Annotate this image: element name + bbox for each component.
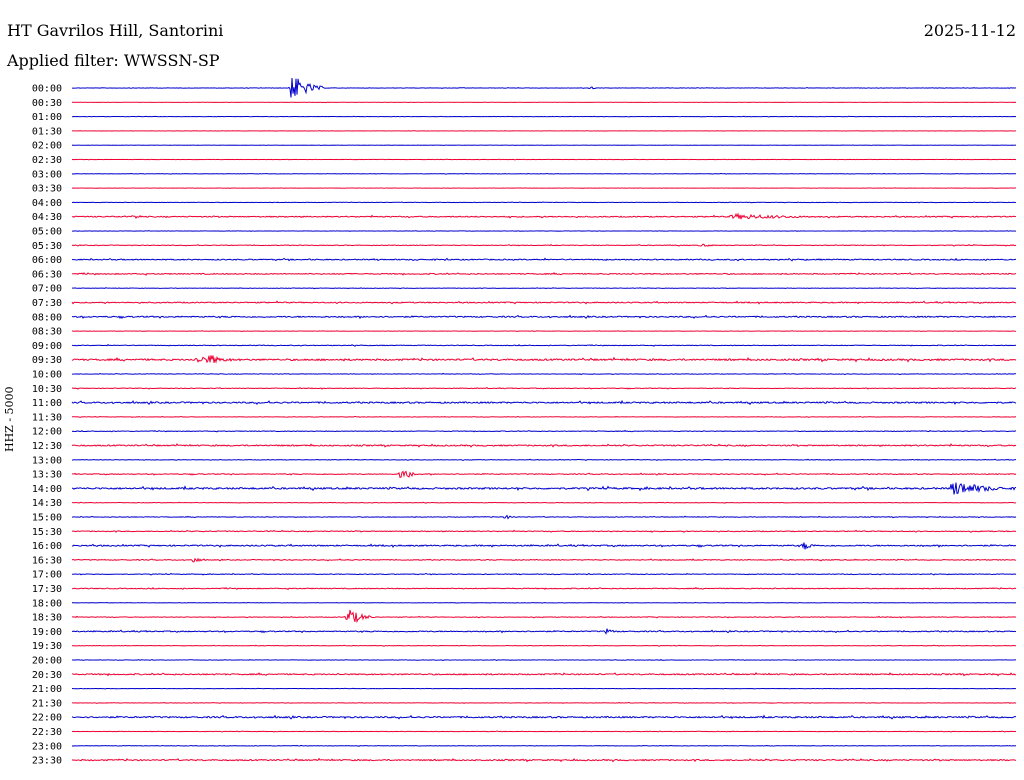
trace-line [71,399,1017,406]
trace-line [71,644,1017,647]
trace-line [71,115,1017,118]
trace-line [71,201,1017,204]
time-label: 01:00 [32,112,62,123]
trace-line [71,470,1017,479]
time-label: 03:00 [32,169,62,180]
trace-line [71,701,1017,704]
trace-line [71,714,1017,720]
trace-line [71,744,1017,747]
filter-label: Applied filter: WWSSN-SP [7,51,220,70]
trace-line [71,542,1017,550]
time-label: 12:30 [32,441,62,452]
trace-line [71,172,1017,175]
trace-line [72,609,1017,624]
time-label: 22:30 [32,727,62,738]
trace-line [71,687,1017,690]
time-label: 11:30 [32,412,62,423]
time-label: 15:30 [32,527,62,538]
trace-line [71,372,1017,376]
trace-line [71,257,1017,262]
time-label: 21:30 [32,698,62,709]
trace-line [71,344,1017,347]
time-label: 21:00 [32,684,62,695]
time-label: 11:00 [32,398,62,409]
time-label: 07:30 [32,298,62,309]
time-label: 16:30 [32,555,62,566]
time-label: 23:00 [32,741,62,752]
trace-line [71,586,1017,591]
trace-line [71,628,1017,635]
time-label: 18:00 [32,598,62,609]
trace-line [71,158,1017,161]
time-label: 00:00 [32,84,62,95]
trace-line [71,272,1017,276]
traces [71,78,1017,763]
trace-line [71,243,1017,247]
trace-line [71,300,1017,305]
trace-line [71,429,1017,433]
time-label: 07:00 [32,284,62,295]
time-label: 08:00 [32,312,62,323]
trace-line [71,529,1017,533]
trace-line [71,212,1017,220]
time-label: 13:00 [32,455,62,466]
trace-line [71,730,1017,733]
trace-line [71,482,1017,495]
time-label: 03:30 [32,184,62,195]
time-label: 16:00 [32,541,62,552]
time-label: 19:30 [32,641,62,652]
trace-line [71,287,1017,290]
time-label: 04:30 [32,212,62,223]
time-label: 05:00 [32,227,62,238]
trace-line [71,572,1017,576]
trace-line [71,757,1017,763]
time-label: 23:30 [32,756,62,767]
time-label: 04:00 [32,198,62,209]
time-label: 18:30 [32,613,62,624]
trace-line [71,314,1017,320]
time-label: 02:00 [32,141,62,152]
trace-line [71,443,1017,448]
time-label: 20:00 [32,656,62,667]
time-label: 09:30 [32,355,62,366]
trace-line [71,78,1017,98]
time-label: 12:00 [32,427,62,438]
time-labels: 00:00 00:30 01:00 01:30 02:00 02:30 03:00 03:30… [32,84,62,767]
date-label: 2025-11-12 [923,21,1016,40]
time-label: 22:00 [32,713,62,724]
trace-line [71,330,1017,332]
time-label: 05:30 [32,241,62,252]
trace-line [71,671,1017,677]
time-label: 14:30 [32,498,62,509]
time-label: 14:00 [32,484,62,495]
trace-line [71,101,1017,104]
trace-line [71,355,1017,364]
trace-line [71,458,1017,462]
time-label: 17:30 [32,584,62,595]
trace-line [71,557,1017,563]
time-label: 06:30 [32,269,62,280]
trace-line [71,386,1017,390]
time-label: 20:30 [32,670,62,681]
time-label: 10:00 [32,370,62,381]
trace-line [71,514,1017,520]
time-label: 15:00 [32,513,62,524]
time-label: 01:30 [32,126,62,137]
time-label: 10:30 [32,384,62,395]
trace-line [71,415,1017,418]
trace-line [71,501,1017,504]
time-label: 09:00 [32,341,62,352]
time-label: 13:30 [32,470,62,481]
trace-line [71,658,1017,662]
time-label: 06:00 [32,255,62,266]
time-label: 19:00 [32,627,62,638]
trace-line [72,230,1017,232]
time-label: 08:30 [32,327,62,338]
station-title: HT Gavrilos Hill, Santorini [7,21,224,40]
trace-line [71,601,1017,604]
time-label: 17:00 [32,570,62,581]
time-label: 02:30 [32,155,62,166]
time-label: 00:30 [32,98,62,109]
